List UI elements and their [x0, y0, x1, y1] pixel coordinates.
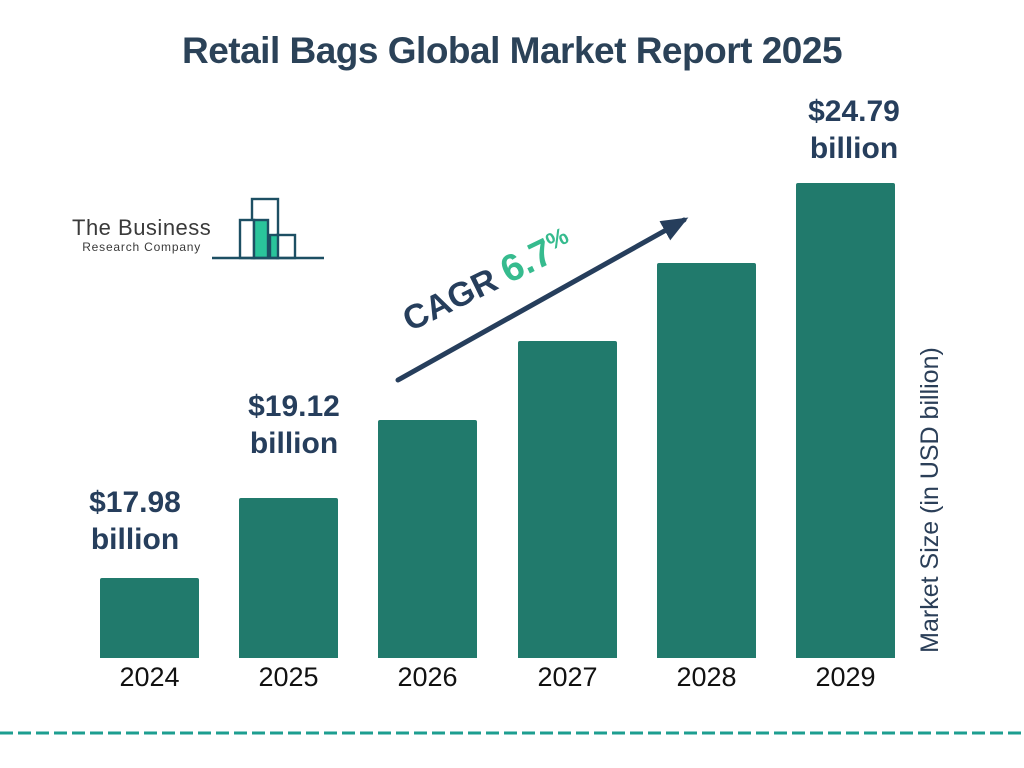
value-amount: $24.79	[808, 95, 900, 128]
x-tick-label-2026: 2026	[397, 662, 458, 692]
x-tick-label-2024: 2024	[119, 662, 180, 692]
x-tick-label-2028: 2028	[676, 662, 737, 692]
x-tick-label-2025: 2025	[258, 662, 319, 692]
x-tick-label-2027: 2027	[537, 662, 598, 692]
trend-arrow	[395, 217, 689, 383]
bar-2027	[518, 341, 617, 658]
value-label-2025: $19.12 billion	[209, 388, 379, 462]
bottom-dashed-line	[0, 731, 1024, 735]
value-unit: billion	[90, 523, 180, 556]
bar-2028	[657, 263, 756, 658]
logo-name: The Business	[72, 215, 212, 240]
company-logo: The Business Research Company	[72, 196, 326, 262]
bar-2029	[796, 183, 895, 658]
bar-2024	[100, 578, 199, 658]
company-logo-text: The Business Research Company	[72, 215, 212, 255]
bar-buildings-logo-icon	[211, 196, 326, 262]
logo-subname: Research Company	[82, 240, 202, 254]
bar-2025	[239, 498, 338, 658]
value-unit: billion	[249, 427, 339, 460]
value-unit: billion	[809, 132, 899, 165]
bar-2026	[378, 420, 477, 658]
value-label-2029: $24.79 billion	[769, 93, 939, 167]
value-amount: $19.12	[248, 390, 340, 423]
x-tick-label-2029: 2029	[815, 662, 876, 692]
value-label-2024: $17.98 billion	[50, 484, 220, 558]
page-title: Retail Bags Global Market Report 2025	[181, 30, 843, 71]
value-amount: $17.98	[89, 486, 181, 519]
y-axis-label: Market Size (in USD billion)	[916, 347, 944, 653]
